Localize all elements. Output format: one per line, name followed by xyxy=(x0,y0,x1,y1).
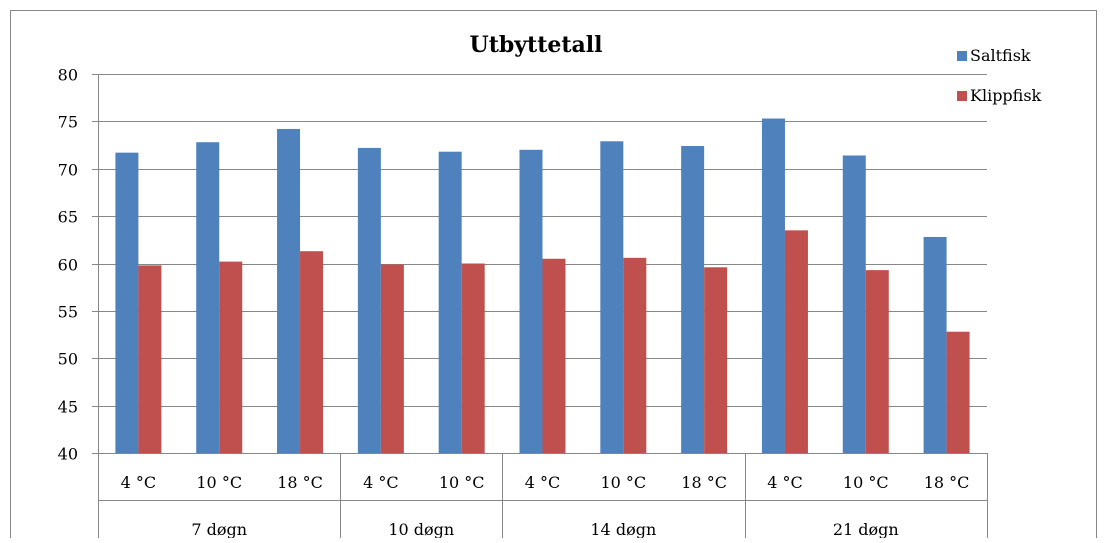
x-group-label: 10 døgn xyxy=(388,520,454,538)
bar-klippfisk xyxy=(219,262,242,453)
x-tick-label: 10 °C xyxy=(843,473,889,492)
bar-klippfisk xyxy=(138,265,161,453)
x-tick-label: 4 °C xyxy=(767,473,803,492)
y-tick-label: 70 xyxy=(58,161,78,180)
bar-klippfisk xyxy=(300,251,323,453)
y-tick-label: 40 xyxy=(58,445,78,464)
bar-saltfisk xyxy=(277,129,300,453)
bar-saltfisk xyxy=(600,141,623,453)
y-tick-label: 65 xyxy=(58,208,78,227)
bar-klippfisk xyxy=(947,332,970,453)
y-tick-label: 55 xyxy=(58,303,78,322)
bar-klippfisk xyxy=(704,267,727,453)
x-tick-label: 4 °C xyxy=(525,473,561,492)
x-tick-label: 10 °C xyxy=(600,473,646,492)
bar-saltfisk xyxy=(681,146,704,453)
bar-saltfisk xyxy=(762,119,785,453)
bar-saltfisk xyxy=(115,153,138,453)
y-tick-label: 80 xyxy=(58,66,78,85)
x-tick-label: 18 °C xyxy=(924,473,970,492)
chart-title: Utbyttetall xyxy=(470,32,603,58)
bar-klippfisk xyxy=(381,264,404,453)
x-group-label: 14 døgn xyxy=(590,520,656,538)
bar-saltfisk xyxy=(196,142,219,453)
y-tick-label: 45 xyxy=(58,398,78,417)
bar-klippfisk xyxy=(866,270,889,453)
y-tick-label: 60 xyxy=(58,256,78,275)
legend-swatch-klippfisk xyxy=(957,91,967,101)
x-tick-label: 4 °C xyxy=(363,473,399,492)
x-group-label: 7 døgn xyxy=(191,520,247,538)
bar-saltfisk xyxy=(520,150,543,453)
x-tick-label: 10 °C xyxy=(439,473,485,492)
bar-saltfisk xyxy=(843,155,866,453)
legend-swatch-saltfisk xyxy=(957,51,967,61)
bar-klippfisk xyxy=(623,258,646,453)
x-tick-label: 18 °C xyxy=(681,473,727,492)
bar-klippfisk xyxy=(785,230,808,453)
legend-label-saltfisk: Saltfisk xyxy=(970,46,1031,65)
bar-saltfisk xyxy=(924,237,947,453)
x-group-label: 21 døgn xyxy=(833,520,899,538)
x-tick-label: 10 °C xyxy=(196,473,242,492)
legend-label-klippfisk: Klippfisk xyxy=(970,86,1042,105)
y-tick-label: 75 xyxy=(58,113,78,132)
x-tick-label: 18 °C xyxy=(277,473,323,492)
y-tick-label: 50 xyxy=(58,350,78,369)
bar-saltfisk xyxy=(439,152,462,453)
bar-klippfisk xyxy=(543,259,566,453)
bar-klippfisk xyxy=(462,264,485,454)
bar-saltfisk xyxy=(358,148,381,453)
x-tick-label: 4 °C xyxy=(121,473,157,492)
